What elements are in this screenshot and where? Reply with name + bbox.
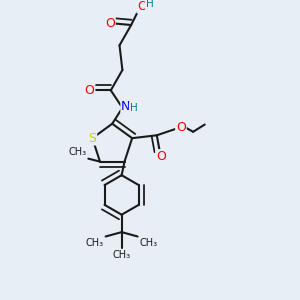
- Text: H: H: [130, 103, 137, 113]
- Text: O: O: [105, 17, 115, 30]
- Text: O: O: [156, 150, 166, 163]
- Text: CH₃: CH₃: [85, 238, 103, 248]
- Text: H: H: [146, 0, 153, 9]
- Text: CH₃: CH₃: [140, 238, 158, 248]
- Text: N: N: [121, 100, 130, 113]
- Text: O: O: [137, 0, 147, 13]
- Text: O: O: [85, 84, 94, 97]
- Text: S: S: [88, 132, 96, 145]
- Text: CH₃: CH₃: [69, 147, 87, 157]
- Text: O: O: [176, 121, 186, 134]
- Text: CH₃: CH₃: [112, 250, 131, 260]
